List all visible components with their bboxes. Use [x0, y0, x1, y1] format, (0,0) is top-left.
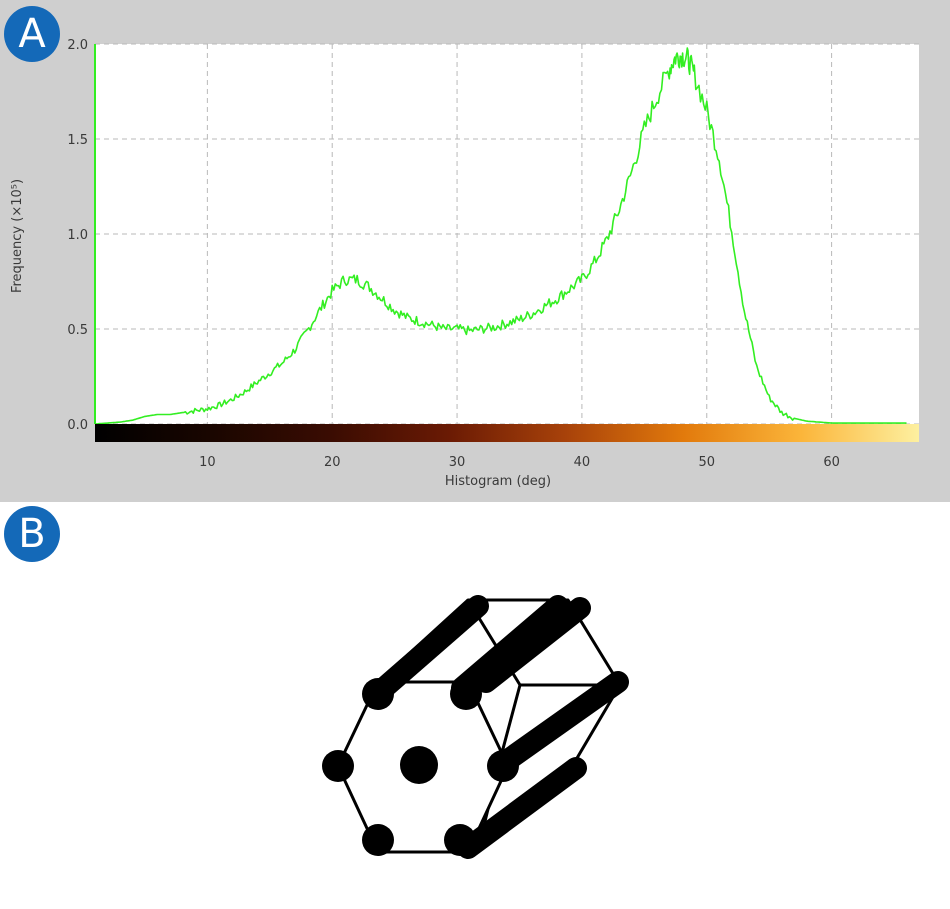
channel-dot [362, 678, 394, 710]
histogram-chart: 0.0 0.5 1.0 1.5 2.0 10 20 30 40 50 60 Histogram (… [10, 38, 919, 489]
colorbar [95, 424, 919, 442]
y-tick-label: 1.0 [67, 228, 88, 243]
frequency-series-line [94, 47, 907, 425]
channel-stripe [451, 595, 569, 699]
y-tick-label: 0.0 [67, 418, 88, 433]
y-axis-title: Frequency (×10⁵) [10, 179, 25, 293]
channel-stripe [475, 597, 591, 693]
channel-stripe [457, 757, 587, 859]
panel-a-badge: A [4, 6, 60, 62]
channel-dot [450, 678, 482, 710]
x-axis-title: Histogram (deg) [445, 474, 551, 489]
x-tick-label: 20 [324, 455, 341, 470]
y-tick-label: 2.0 [67, 38, 88, 53]
x-tick-label: 10 [199, 455, 216, 470]
histogram-panel: 0.0 0.5 1.0 1.5 2.0 10 20 30 40 50 60 Histogram (… [0, 0, 950, 502]
y-tick-label: 1.5 [67, 133, 88, 148]
y-tick-labels: 0.0 0.5 1.0 1.5 2.0 [67, 38, 88, 433]
channel-stripe [494, 671, 629, 773]
x-tick-labels: 10 20 30 40 50 60 [199, 455, 840, 470]
channel-dot [487, 750, 519, 782]
channel-dot [322, 750, 354, 782]
x-tick-label: 30 [449, 455, 466, 470]
channel-dot [400, 746, 438, 784]
hexagonal-prism-illustration [322, 595, 629, 859]
panel-b-badge: B [4, 506, 60, 562]
channel-stripe [373, 595, 489, 699]
x-tick-label: 50 [698, 455, 715, 470]
channel-dot [362, 824, 394, 856]
x-tick-label: 60 [823, 455, 840, 470]
plot-area [95, 44, 919, 424]
channel-dot [444, 824, 476, 856]
y-tick-label: 0.5 [67, 323, 88, 338]
x-tick-label: 40 [574, 455, 591, 470]
